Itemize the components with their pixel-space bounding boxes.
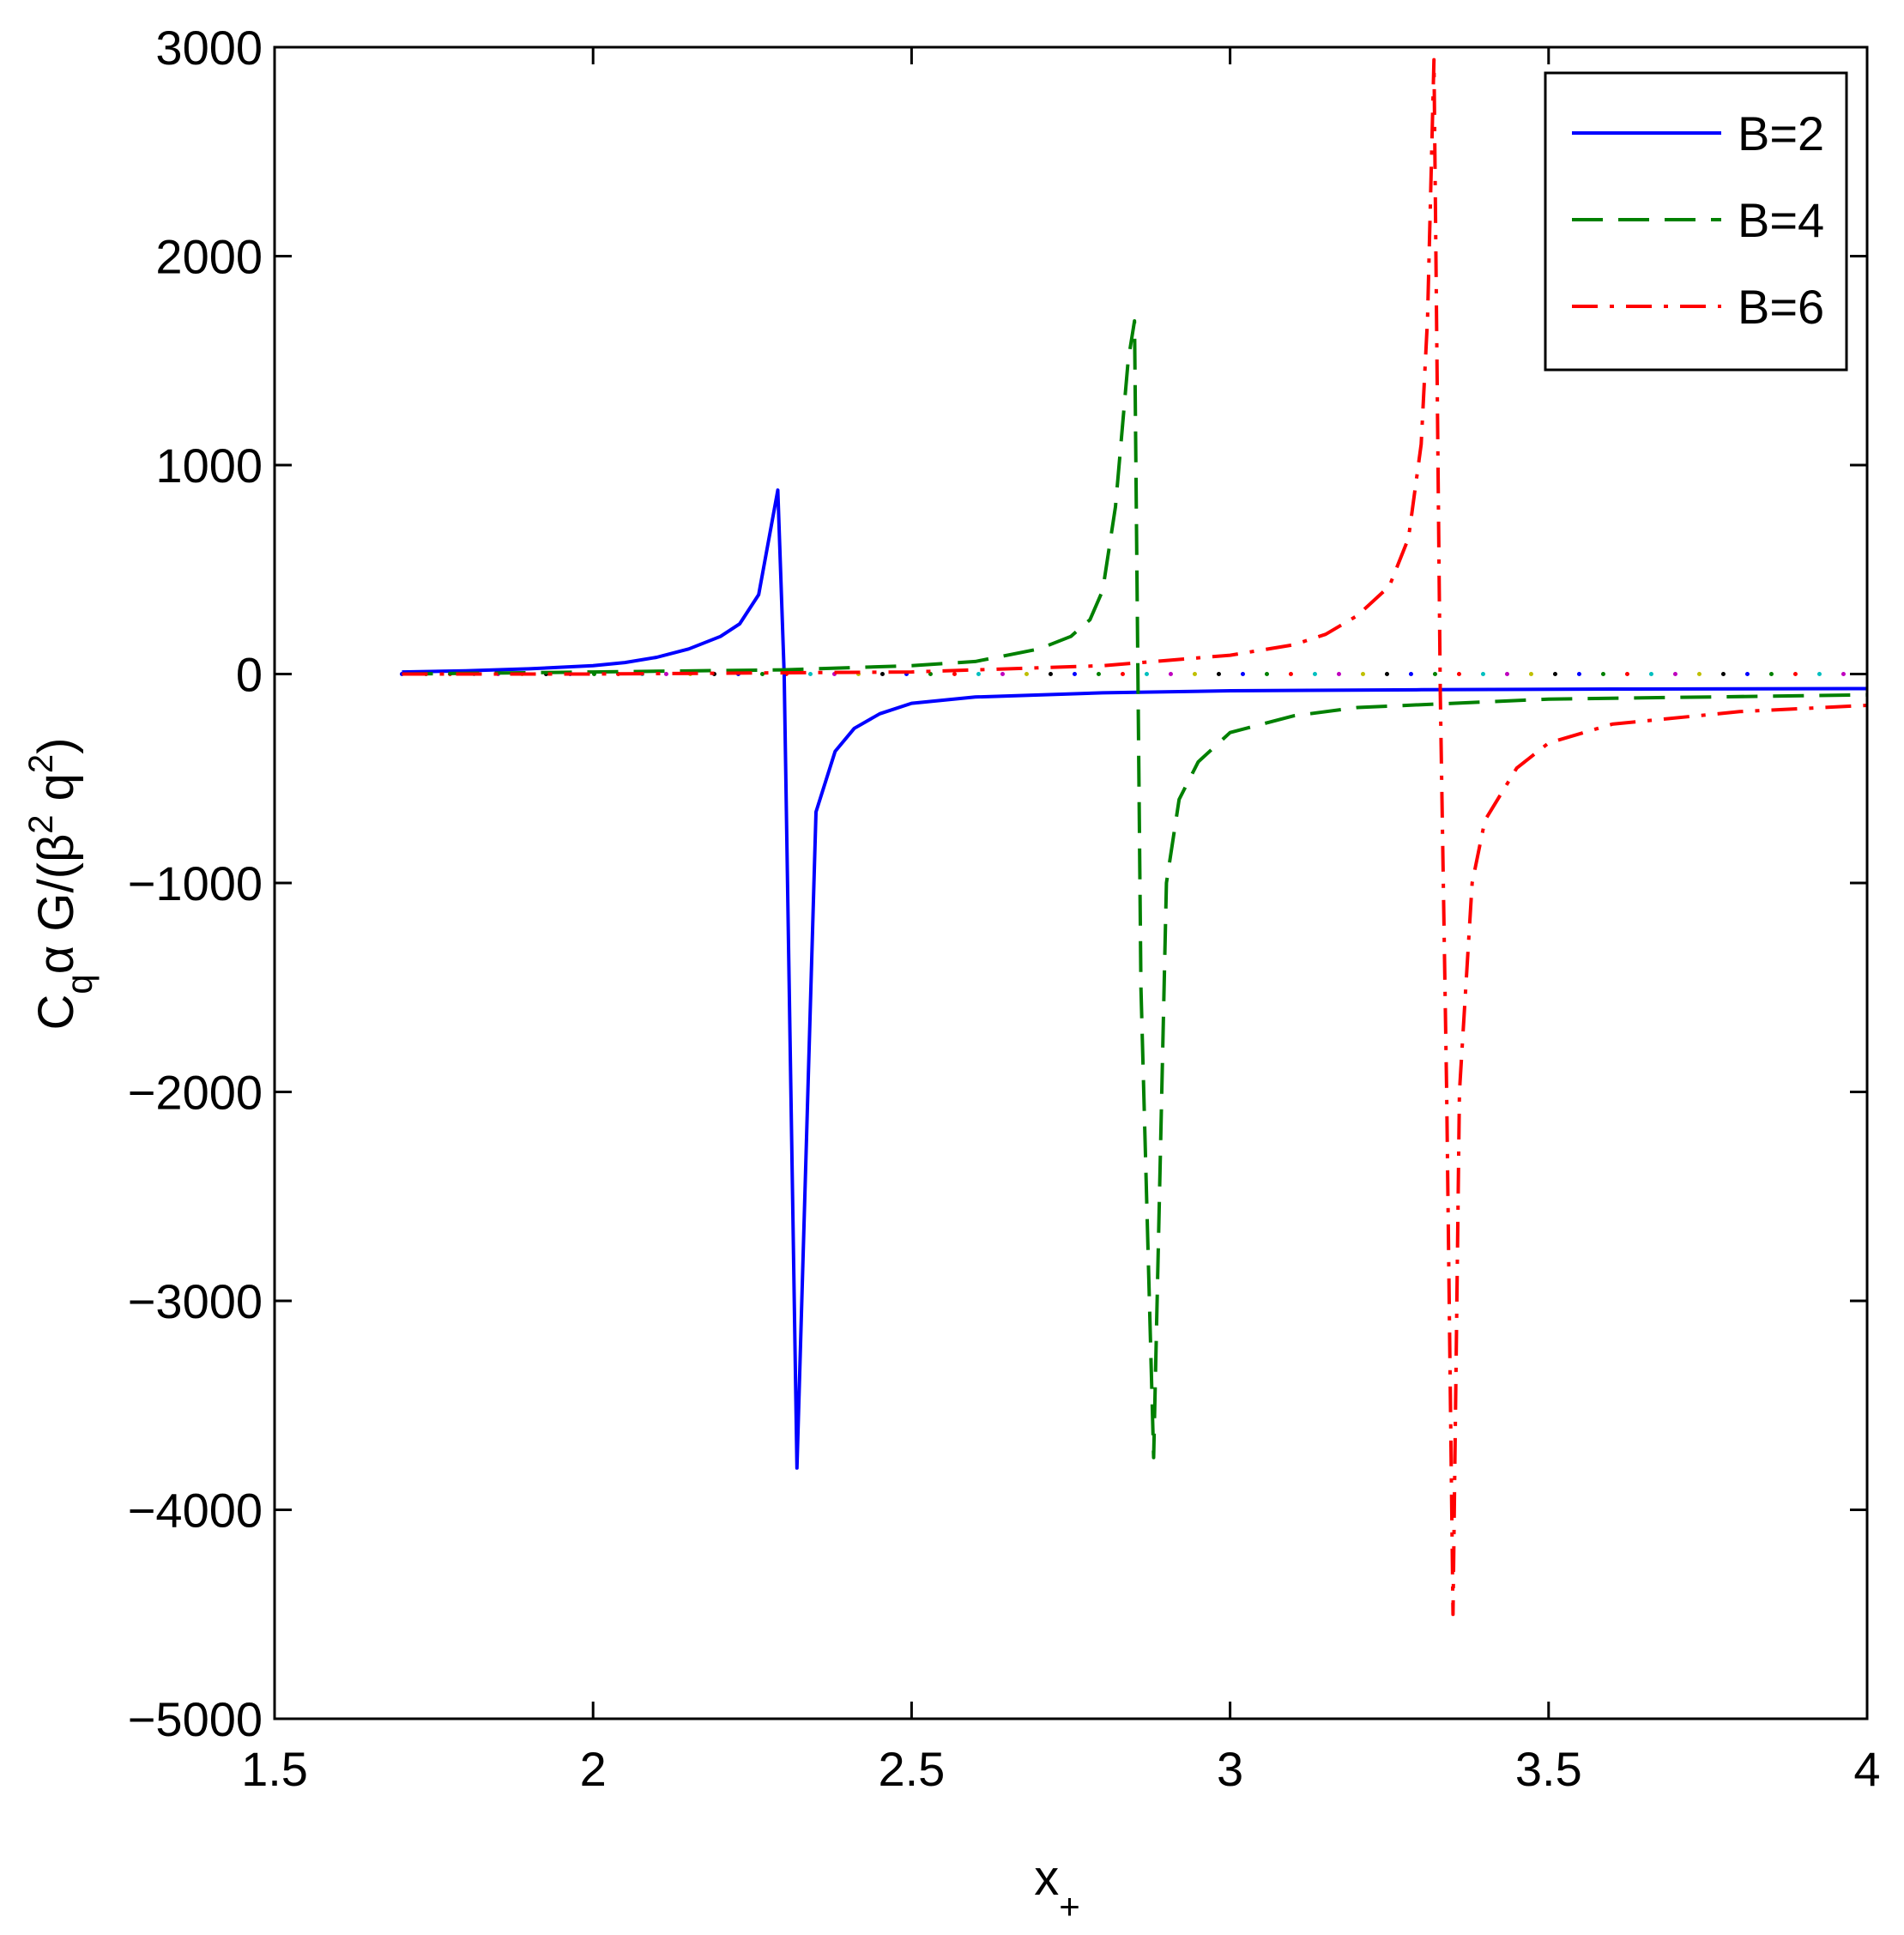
zero-line-dot [1384, 672, 1389, 676]
y-tick-label: −3000 [128, 1274, 263, 1328]
series-line-b6 [402, 57, 1868, 1617]
legend-label-b4: B=4 [1738, 193, 1824, 247]
zero-line-dot [1288, 672, 1293, 676]
y-axis-label-c: C [28, 995, 84, 1031]
y-axis-label-text: Cqα G/(β2 q2) [22, 737, 100, 1030]
zero-line-dot [1768, 672, 1774, 676]
x-tick-label: 1.5 [241, 1742, 308, 1796]
legend-label-b2: B=2 [1738, 106, 1824, 160]
zero-line-dot [1792, 672, 1798, 676]
y-axis-label-q: q [59, 974, 100, 994]
y-tick-label: 2000 [155, 230, 263, 284]
x-axis-label: x+ [1034, 1850, 1080, 1926]
zero-line-dot [1672, 672, 1677, 676]
legend: B=2 B=4 B=6 [1544, 71, 1848, 372]
y-axis-label-end: ) [28, 737, 84, 753]
x-tick-label: 2.5 [878, 1742, 945, 1796]
zero-line-dot [1408, 672, 1413, 676]
y-axis-label-q2: q [28, 773, 84, 814]
zero-line-dot [1192, 672, 1197, 676]
zero-line-dot [1048, 672, 1053, 676]
y-axis-label-sup2: 2 [22, 754, 60, 773]
zero-line-dot [1816, 672, 1822, 676]
y-tick-label: −1000 [128, 856, 263, 910]
zero-line-dot [1000, 672, 1005, 676]
zero-line-dot [1528, 672, 1533, 676]
zero-line-dot [1552, 672, 1557, 676]
zero-line-dot [807, 672, 813, 676]
zero-line-dot [1336, 672, 1341, 676]
series-line-b2 [402, 488, 1868, 1470]
y-tick-label: 1000 [155, 438, 263, 493]
x-axis-label-sub: + [1059, 1886, 1080, 1926]
zero-line-dot [1480, 672, 1485, 676]
zero-line-dot [1600, 672, 1605, 676]
zero-line-dot [879, 672, 885, 676]
zero-line-dot [1841, 672, 1846, 676]
x-tick-label: 3 [1217, 1742, 1243, 1796]
zero-line-dot [663, 672, 668, 676]
zero-line-dot [1024, 672, 1029, 676]
y-tick-label: 0 [236, 648, 263, 702]
series-line-b4 [402, 319, 1868, 1460]
zero-line-dot [1432, 672, 1437, 676]
zero-line-dot [1144, 672, 1149, 676]
x-tick-label: 3.5 [1515, 1742, 1582, 1796]
zero-line-dot [1096, 672, 1101, 676]
zero-line-dot [1648, 672, 1653, 676]
y-axis-label-sup1: 2 [22, 814, 60, 833]
zero-line-dot [1576, 672, 1581, 676]
zero-line-dot [1216, 672, 1221, 676]
zero-line-dot [1696, 672, 1702, 676]
zero-line-dot [1744, 672, 1750, 676]
series-layer [402, 57, 1868, 1617]
y-tick-label: −2000 [128, 1066, 263, 1120]
zero-line-dot [1504, 672, 1509, 676]
zero-line-dot [1240, 672, 1245, 676]
x-tick-label: 4 [1853, 1742, 1880, 1796]
y-axis-label-mid: α G/(β [28, 834, 84, 975]
zero-line-dot [1072, 672, 1077, 676]
zero-line-dot [1168, 672, 1173, 676]
zero-line-dot [1264, 672, 1269, 676]
zero-line-dot [976, 672, 981, 676]
zero-line-dot [759, 672, 765, 676]
zero-line-dot [1360, 672, 1365, 676]
y-axis-label: Cqα G/(β2 q2) [22, 737, 100, 1030]
y-tick-label: −4000 [128, 1484, 263, 1538]
ticks-layer: 1.5 2 2.5 3 3.5 4 −5000 −4000 −3000 −2000 −1000 0 10… [128, 21, 1881, 1796]
zero-line-dot [952, 672, 957, 676]
zero-line-dot [1624, 672, 1629, 676]
x-tick-label: 2 [580, 1742, 607, 1796]
zero-line-dot [1312, 672, 1317, 676]
zero-line-dot [1120, 672, 1125, 676]
zero-line-dot [1720, 672, 1726, 676]
zero-line-dot [1456, 672, 1461, 676]
y-tick-label: −5000 [128, 1692, 263, 1746]
y-tick-label: 3000 [155, 21, 263, 75]
x-axis-label-main: x [1034, 1850, 1059, 1906]
legend-label-b6: B=6 [1738, 280, 1824, 334]
